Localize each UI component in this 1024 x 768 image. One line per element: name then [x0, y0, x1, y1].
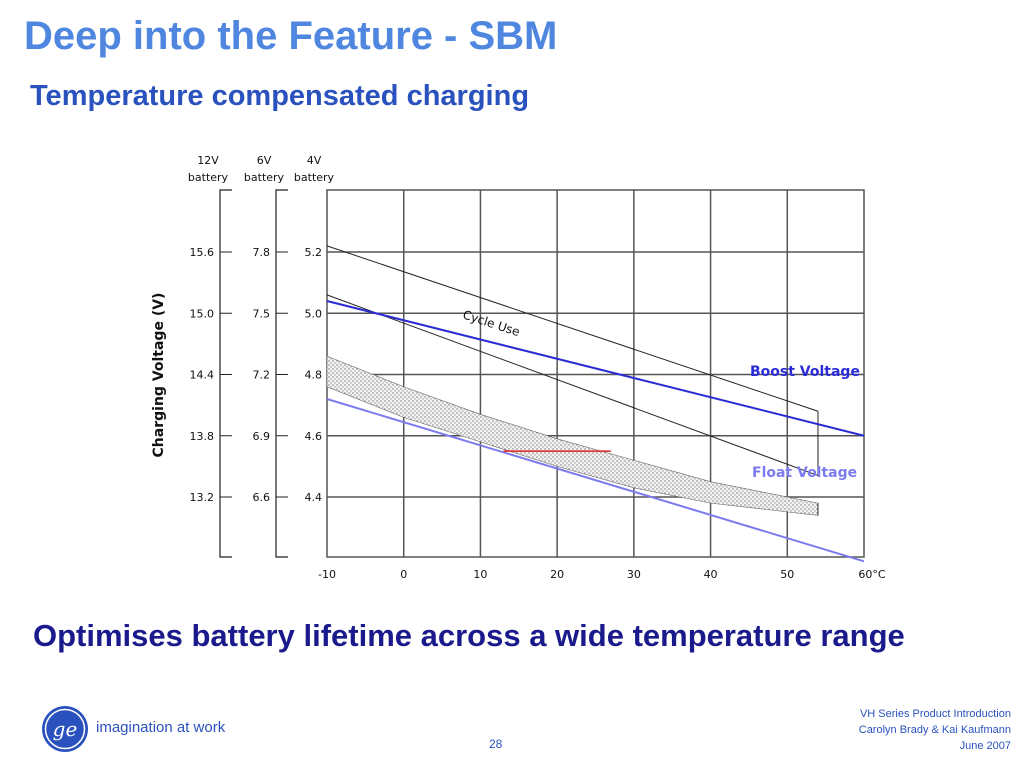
y-scale-header: battery: [294, 171, 335, 184]
x-tick-label: 40: [704, 568, 718, 581]
cycle-use-upper-line: [326, 245, 819, 412]
y-tick-label: 15.0: [190, 307, 215, 320]
float-voltage-label: Float Voltage: [752, 465, 857, 481]
x-tick-label: 50: [780, 568, 794, 581]
logo-tagline: imagination at work: [96, 719, 226, 736]
y-scale-header: battery: [244, 171, 285, 184]
footer-info: VH Series Product Introduction Carolyn B…: [859, 706, 1011, 754]
y-tick-label: 13.8: [190, 430, 215, 443]
float-voltage-line: [326, 398, 865, 563]
y-tick-label: 14.4: [190, 369, 215, 382]
footer-line-2: Carolyn Brady & Kai Kaufmann: [858, 724, 1011, 736]
cycle-use-label: Cycle Use: [461, 308, 521, 340]
slide-subtitle: Temperature compensated charging: [30, 80, 530, 112]
y-scale-header: 12V: [197, 154, 219, 167]
svg-text:ge: ge: [53, 717, 78, 741]
page-number: 28: [489, 737, 503, 751]
y-tick-label: 7.2: [253, 369, 271, 382]
hatched-band-group: [326, 355, 819, 516]
y-tick-label: 4.8: [305, 369, 323, 382]
boost-voltage-line: [326, 300, 865, 437]
y-scale-header: 4V: [307, 154, 322, 167]
y-scale-bracket: [275, 189, 288, 558]
y-tick-label: 4.4: [305, 491, 323, 504]
x-tick-label: 0: [400, 568, 407, 581]
chart-axes: -10 0 10 20 30 40 50 60°C 12V battery 15.6 15.0 14.4…: [188, 154, 886, 581]
ge-logo-icon: ge: [42, 706, 88, 752]
y-tick-label: 13.2: [190, 491, 215, 504]
cycle-use-lower-line: [326, 294, 819, 477]
x-tick-label: 60°C: [858, 568, 885, 581]
y-tick-label: 6.6: [253, 491, 271, 504]
y-tick-label: 5.2: [305, 246, 323, 259]
y-tick-label: 6.9: [253, 430, 271, 443]
x-tick-label: 20: [550, 568, 564, 581]
x-tick-label: 10: [473, 568, 487, 581]
boost-voltage-label: Boost Voltage: [750, 364, 860, 380]
slide-title: Deep into the Feature - SBM: [24, 14, 558, 58]
y-tick-label: 15.6: [190, 246, 215, 259]
tagline: Optimises battery lifetime across a wide…: [33, 618, 905, 653]
y-axis-label: Charging Voltage (V): [151, 293, 167, 458]
y-tick-label: 7.5: [253, 307, 271, 320]
footer-line-3: June 2007: [959, 740, 1011, 752]
y-scale-bracket: [219, 189, 232, 558]
x-tick-label: -10: [318, 568, 336, 581]
y-scale-header: battery: [188, 171, 229, 184]
y-scale-header: 6V: [257, 154, 272, 167]
x-tick-label: 30: [627, 568, 641, 581]
y-tick-label: 5.0: [305, 307, 323, 320]
y-tick-label: 4.6: [305, 430, 323, 443]
footer-line-1: VH Series Product Introduction: [859, 708, 1011, 720]
y-tick-label: 7.8: [253, 246, 271, 259]
voltage-temperature-chart: Cycle Use Boost Voltage Float Voltage -10 0…: [151, 154, 886, 581]
